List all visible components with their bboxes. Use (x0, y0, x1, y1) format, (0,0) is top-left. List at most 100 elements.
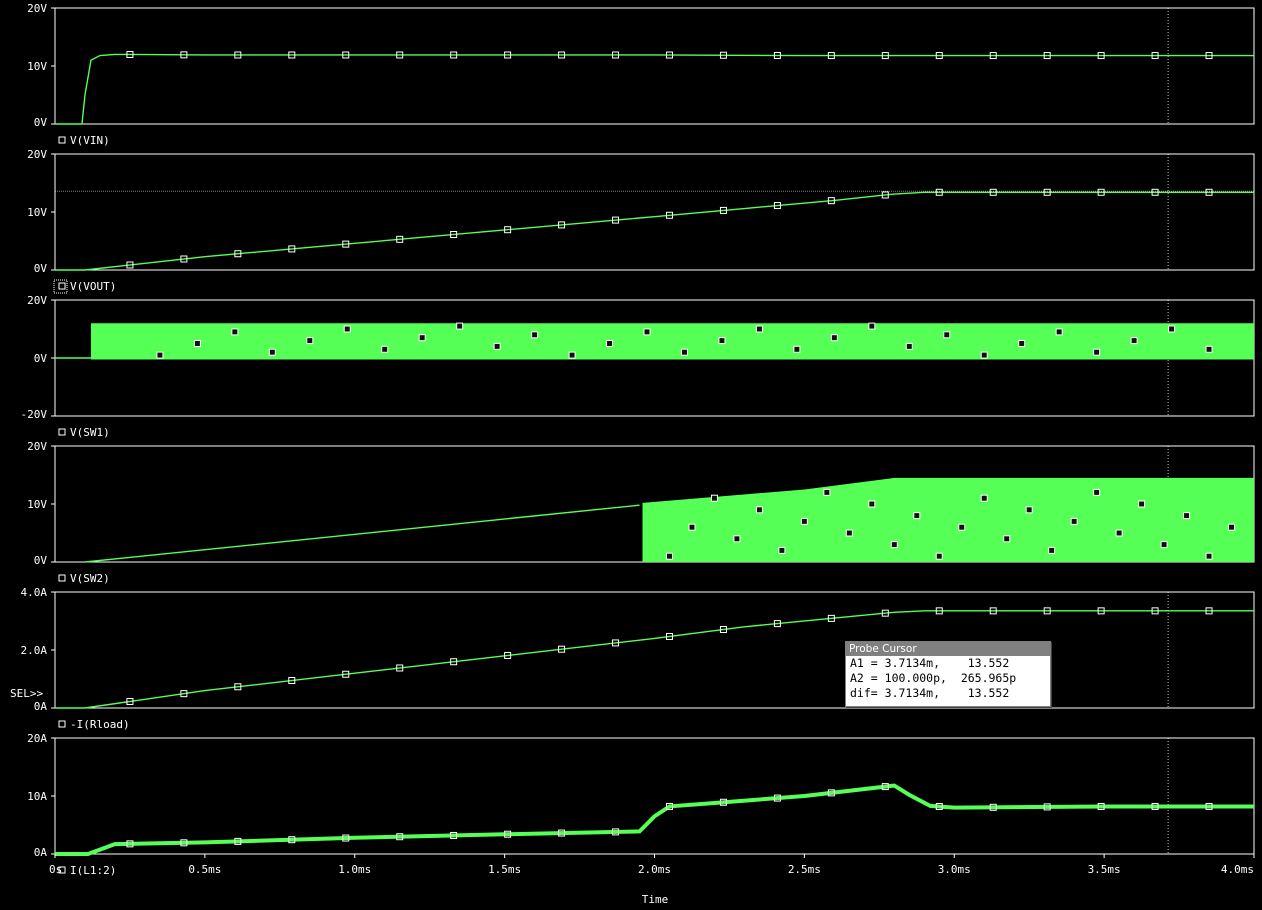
probe-row-a1: A1 = 3.7134m, 13.552 (846, 656, 1050, 671)
legend-marker-v-sw1 (58, 428, 66, 436)
trace-band-v-sw2 (642, 477, 1254, 562)
trace-marker-v-sw1 (1055, 328, 1063, 336)
trace-marker-v-vout (1151, 188, 1159, 196)
trace-marker-v-sw1 (381, 345, 389, 353)
trace-marker-v-sw1 (643, 328, 651, 336)
probe-cursor-box[interactable]: Probe Cursor A1 = 3.7134m, 13.552 A2 = 1… (845, 641, 1051, 707)
trace-marker-v-sw2 (935, 552, 943, 560)
trace-marker-v-sw1 (418, 334, 426, 342)
trace-marker-i-rload (1205, 607, 1213, 615)
x-tick-label: 1.0ms (338, 863, 371, 876)
x-tick-label: 2.5ms (788, 863, 821, 876)
trace-marker-v-sw1 (718, 337, 726, 345)
trace-marker-v-vin (1151, 52, 1159, 60)
trace-marker-v-sw1 (306, 337, 314, 345)
trace-marker-v-sw1 (606, 340, 614, 347)
trace-marker-v-vout (450, 231, 458, 239)
y-tick-label-v-sw1: 0V (34, 352, 48, 365)
trace-marker-v-sw2 (980, 494, 988, 502)
trace-marker-v-sw1 (905, 342, 913, 350)
trace-marker-i-l1-2 (719, 798, 727, 806)
trace-marker-v-sw1 (193, 340, 201, 347)
trace-marker-v-vin (1097, 52, 1105, 60)
x-tick-label: 3.0ms (938, 863, 971, 876)
trace-marker-v-vout (1043, 188, 1051, 196)
trace-marker-v-vout (558, 221, 566, 229)
x-tick-label: 2.0ms (638, 863, 671, 876)
trace-marker-v-vout (881, 191, 889, 199)
trace-marker-v-sw2 (823, 488, 831, 496)
trace-marker-v-sw1 (793, 345, 801, 353)
trace-marker-v-sw2 (755, 506, 763, 514)
trace-marker-v-vout (989, 188, 997, 196)
trace-marker-i-rload (180, 690, 188, 698)
y-tick-label-i-l1-2: 10A (27, 790, 47, 803)
y-tick-label-v-sw1: 20V (27, 294, 47, 307)
x-tick-label: 0.5ms (188, 863, 221, 876)
probe-a2-label: A2 = (850, 671, 878, 685)
trace-marker-v-sw1 (268, 348, 276, 356)
trace-marker-v-vin (558, 51, 566, 59)
trace-marker-v-vin (288, 51, 296, 59)
trace-marker-i-l1-2 (180, 839, 188, 847)
probe-cursor-title[interactable]: Probe Cursor (846, 642, 1050, 656)
x-tick-label: 3.5ms (1088, 863, 1121, 876)
legend-label-i-rload: -I(Rload) (70, 718, 130, 731)
y-tick-label-v-vin: 20V (27, 2, 47, 15)
trace-marker-i-rload (396, 664, 404, 672)
y-tick-label-i-rload: 2.0A (21, 644, 48, 657)
trace-ramp-v-sw2 (84, 504, 640, 563)
plot-frame-i-rload (54, 591, 1255, 709)
trace-marker-v-vin (989, 52, 997, 60)
trace-marker-v-sw2 (845, 529, 853, 537)
probe-row-a2: A2 = 100.000p, 265.965p (846, 671, 1050, 686)
trace-marker-i-l1-2 (558, 829, 566, 837)
trace-marker-v-vin (180, 51, 188, 59)
trace-marker-v-sw2 (1025, 506, 1033, 514)
trace-marker-v-sw1 (456, 322, 464, 330)
trace-marker-v-vout (612, 216, 620, 224)
trace-marker-i-rload (989, 607, 997, 615)
trace-marker-v-sw1 (493, 342, 501, 350)
trace-marker-i-l1-2 (773, 794, 781, 802)
trace-marker-v-vin (450, 51, 458, 59)
trace-marker-v-vin (665, 51, 673, 59)
trace-marker-i-rload (288, 677, 296, 685)
x-tick-label: 4.0ms (1221, 863, 1254, 876)
trace-marker-v-sw2 (665, 552, 673, 560)
probe-a1-label: A1 = (850, 656, 878, 670)
trace-marker-i-l1-2 (1043, 803, 1051, 811)
trace-marker-v-sw1 (980, 351, 988, 359)
trace-marker-v-vin (881, 52, 889, 60)
trace-marker-v-sw1 (755, 325, 763, 333)
trace-marker-v-sw2 (1183, 512, 1191, 520)
trace-marker-v-vin (612, 51, 620, 59)
trace-marker-v-vout (342, 240, 350, 248)
trace-marker-v-sw2 (1048, 546, 1056, 554)
legend-label-v-sw2: V(SW2) (70, 572, 110, 585)
trace-marker-i-rload (1043, 607, 1051, 615)
trace-marker-i-l1-2 (989, 803, 997, 811)
trace-marker-i-l1-2 (827, 789, 835, 797)
trace-marker-v-sw2 (800, 517, 808, 525)
plot-frame-v-vin (54, 7, 1255, 125)
x-tick-label: 0s (49, 863, 62, 876)
trace-marker-v-vin (935, 52, 943, 60)
trace-marker-i-rload (1151, 607, 1159, 615)
trace-marker-i-rload (234, 683, 242, 691)
trace-marker-v-vin (396, 51, 404, 59)
trace-marker-i-l1-2 (612, 828, 620, 836)
trace-marker-v-vin (827, 52, 835, 60)
trace-marker-v-sw1 (830, 334, 838, 342)
legend-label-v-vin: V(VIN) (70, 134, 110, 147)
trace-marker-i-l1-2 (665, 802, 673, 810)
trace-marker-v-vin (504, 51, 512, 59)
trace-marker-v-sw2 (1228, 523, 1236, 531)
y-tick-label-v-sw1: -20V (21, 408, 48, 421)
legend-label-i-l1-2: I(L1:2) (70, 864, 116, 877)
trace-marker-i-l1-2 (342, 834, 350, 842)
trace-marker-i-rload (881, 609, 889, 617)
x-axis-label: Time (642, 893, 669, 906)
y-tick-label-v-vin: 0V (34, 116, 48, 129)
trace-marker-v-vout (396, 235, 404, 243)
